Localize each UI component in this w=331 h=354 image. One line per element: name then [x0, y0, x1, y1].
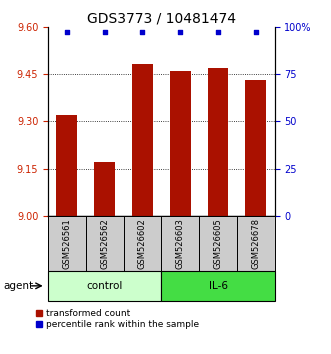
Bar: [48, 216, 86, 271]
Text: IL-6: IL-6: [209, 281, 227, 291]
Bar: [48, 271, 161, 301]
Bar: [132, 64, 153, 216]
Bar: [86, 216, 123, 271]
Bar: [57, 115, 77, 216]
Point: [178, 29, 183, 35]
Bar: [170, 71, 191, 216]
Point: [253, 29, 259, 35]
Text: GSM526605: GSM526605: [213, 218, 222, 269]
Bar: [208, 68, 228, 216]
Point: [102, 29, 107, 35]
Point: [140, 29, 145, 35]
Text: GSM526603: GSM526603: [176, 218, 185, 269]
Text: GSM526561: GSM526561: [62, 218, 71, 269]
Title: GDS3773 / 10481474: GDS3773 / 10481474: [87, 11, 236, 25]
Text: GSM526678: GSM526678: [251, 218, 260, 269]
Bar: [246, 80, 266, 216]
Bar: [94, 162, 115, 216]
Bar: [123, 216, 161, 271]
Bar: [161, 216, 199, 271]
Text: control: control: [86, 281, 123, 291]
Text: agent: agent: [3, 281, 33, 291]
Point: [64, 29, 70, 35]
Text: GSM526602: GSM526602: [138, 218, 147, 269]
Text: GSM526562: GSM526562: [100, 218, 109, 269]
Point: [215, 29, 221, 35]
Bar: [199, 216, 237, 271]
Bar: [161, 271, 275, 301]
Legend: transformed count, percentile rank within the sample: transformed count, percentile rank withi…: [36, 309, 199, 329]
Bar: [237, 216, 275, 271]
